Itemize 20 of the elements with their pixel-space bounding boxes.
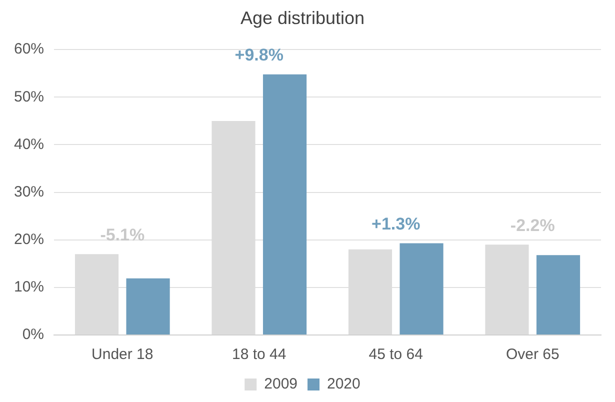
legend-label: 2020 [327, 376, 360, 393]
chart-title: Age distribution [240, 8, 365, 28]
x-tick-label: Under 18 [92, 346, 154, 364]
bar [262, 74, 307, 334]
bar [536, 255, 580, 334]
legend-label: 2009 [264, 376, 298, 393]
y-tick-label: 30% [14, 183, 44, 200]
x-tick-label: 45 to 64 [368, 346, 423, 364]
y-tick-label: 20% [14, 231, 44, 248]
x-tick-label: 18 to 44 [232, 346, 286, 364]
y-tick-label: 60% [14, 40, 44, 58]
annotation: +1.3% [372, 214, 420, 234]
y-tick-label: 0% [22, 326, 44, 344]
bar [126, 278, 170, 334]
y-tick-label: 10% [14, 278, 44, 296]
y-tick-label: 40% [14, 136, 44, 153]
y-tick-label: 50% [14, 88, 44, 106]
annotation: +9.8% [234, 46, 284, 65]
x-tick-label: Over 65 [506, 346, 560, 364]
bar [400, 243, 444, 334]
